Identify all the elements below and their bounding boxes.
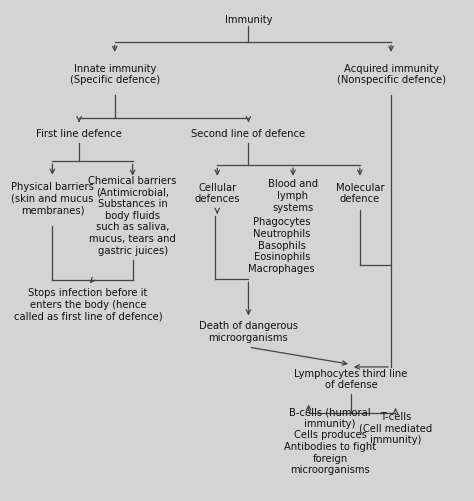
Text: Stops infection before it
enters the body (hence
called as first line of defence: Stops infection before it enters the bod… bbox=[14, 289, 163, 322]
Text: Chemical barriers
(Antimicrobial,
Substances in
body fluids
such as saliva,
mucu: Chemical barriers (Antimicrobial, Substa… bbox=[89, 176, 177, 256]
Text: Physical barriers
(skin and mucus
membranes): Physical barriers (skin and mucus membra… bbox=[11, 182, 94, 215]
Text: Molecular
defence: Molecular defence bbox=[336, 183, 384, 204]
Text: First line defence: First line defence bbox=[36, 129, 122, 139]
Text: Immunity: Immunity bbox=[225, 15, 272, 25]
Text: Death of dangerous
microorganisms: Death of dangerous microorganisms bbox=[199, 322, 298, 343]
Text: Phagocytes
Neutrophils
Basophils
Eosinophils
Macrophages: Phagocytes Neutrophils Basophils Eosinop… bbox=[248, 217, 315, 274]
Text: T-cells
(Cell mediated
immunity): T-cells (Cell mediated immunity) bbox=[359, 412, 432, 445]
Text: B-cells (humoral
immunity)
Cells produces
Antibodies to fight
foreign
microorgan: B-cells (humoral immunity) Cells produce… bbox=[284, 407, 376, 475]
Text: Lymphocytes third line
of defense: Lymphocytes third line of defense bbox=[294, 369, 408, 390]
Text: Innate immunity
(Specific defence): Innate immunity (Specific defence) bbox=[70, 64, 160, 85]
Text: Blood and
lymph
systems: Blood and lymph systems bbox=[268, 179, 318, 212]
Text: Acquired immunity
(Nonspecific defence): Acquired immunity (Nonspecific defence) bbox=[337, 64, 446, 85]
Text: Cellular
defences: Cellular defences bbox=[194, 183, 240, 204]
Text: Second line of defence: Second line of defence bbox=[191, 129, 306, 139]
